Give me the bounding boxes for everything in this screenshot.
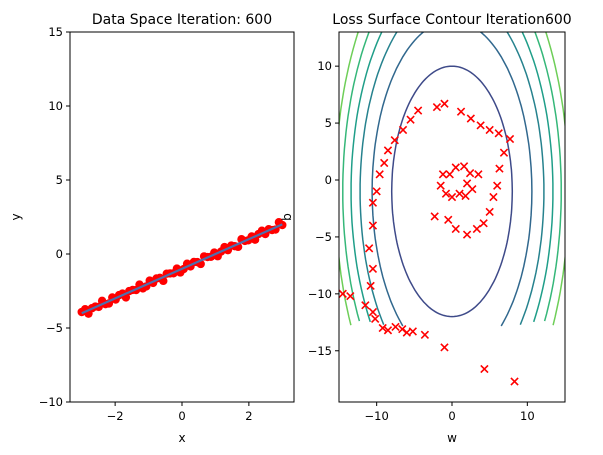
trajectory-marker [451, 224, 460, 234]
trajectory-marker [489, 192, 498, 202]
contour-level-2 [359, 32, 545, 325]
trajectory-marker [380, 158, 389, 168]
left-ytick-label: −10 [39, 395, 63, 409]
trajectory-marker [493, 181, 502, 190]
left-axes-frame [69, 31, 295, 403]
trajectory-marker [465, 169, 475, 178]
trajectory-marker [383, 326, 393, 335]
trajectory-marker [440, 99, 449, 108]
trajectory-marker [368, 221, 378, 230]
trajectory-marker [368, 264, 378, 273]
left-ticks: −2 0 2 −10 −5 0 5 10 15 [39, 25, 253, 423]
trajectory-marker [339, 289, 347, 299]
trajectory-marker [398, 324, 407, 334]
left-ytick-label: 5 [56, 173, 63, 187]
trajectory-marker [370, 314, 380, 324]
trajectory-marker [472, 224, 482, 234]
trajectory-marker [468, 184, 477, 194]
trajectory-marker [406, 115, 415, 124]
right-ytick-label: 5 [325, 116, 332, 130]
loss-contour-plot: Loss Surface Contour Iteration600 −10 0 10… [280, 12, 572, 445]
left-ytick-label: −5 [46, 321, 63, 335]
trajectory-marker [444, 215, 453, 225]
left-xtick-label: 2 [245, 409, 252, 423]
trajectory-marker [474, 170, 483, 179]
trajectory-marker [461, 191, 470, 201]
right-ytick-label: −15 [308, 344, 332, 358]
trajectory-marker [445, 170, 454, 179]
trajectory-marker [408, 327, 417, 336]
left-xlabel: x [178, 431, 185, 445]
right-axes-frame [338, 31, 566, 403]
contour-level-0 [390, 65, 514, 318]
right-content [339, 32, 565, 386]
trajectory-marker [390, 135, 399, 145]
trajectory-marker [466, 114, 475, 123]
trajectory-marker [479, 219, 488, 228]
trajectory-marker [368, 198, 378, 207]
right-xtick-label: −10 [365, 409, 389, 423]
trajectory-marker [462, 230, 472, 239]
right-ytick-label: 0 [325, 173, 332, 187]
trajectory-marker [440, 343, 449, 352]
trajectory-marker [413, 106, 423, 115]
trajectory-marker [485, 207, 494, 217]
right-ytick-label: −10 [308, 287, 332, 301]
trajectory-marker [436, 181, 445, 190]
trajectory-marker [346, 291, 355, 301]
contour-level-4 [342, 32, 562, 322]
trajectory-marker [505, 134, 515, 144]
left-ytick-label: 15 [48, 25, 63, 39]
trajectory-marker [364, 244, 374, 253]
right-ylabel: b [280, 213, 294, 221]
right-xtick-label: 10 [520, 409, 535, 423]
left-ytick-label: 0 [56, 247, 63, 261]
trajectory-marker [375, 170, 384, 179]
trajectory-marker [372, 187, 381, 196]
trajectory-marker [476, 121, 485, 130]
left-xtick-label: 0 [178, 409, 185, 423]
right-ytick-label: 10 [317, 59, 332, 73]
contour-level-5 [339, 32, 565, 326]
trajectory-marker [459, 162, 469, 171]
fit-line [81, 223, 283, 315]
left-content [77, 218, 287, 318]
left-xtick-label: −2 [107, 409, 124, 423]
right-title: Loss Surface Contour Iteration600 [332, 12, 571, 28]
trajectory-marker [438, 170, 448, 179]
trajectory-marker [378, 323, 387, 333]
trajectory-marker [383, 146, 393, 155]
trajectory-marker [456, 107, 466, 116]
trajectory-marker [499, 148, 509, 157]
right-ytick-label: −5 [315, 230, 332, 244]
trajectory-marker [447, 192, 457, 202]
data-space-plot: Data Space Iteration: 600 −2 0 2 −10 −5 0 5 10 1… [9, 12, 295, 445]
trajectory-marker [441, 189, 451, 198]
trajectory-marker [494, 129, 503, 138]
trajectory-marker [420, 330, 430, 339]
trajectory-marker [398, 125, 408, 135]
trajectory-marker [455, 189, 464, 198]
trajectory-marker [361, 301, 370, 310]
trajectory-marker [510, 377, 519, 386]
left-ylabel: y [9, 213, 23, 220]
trajectory-marker [391, 322, 400, 332]
trajectory-marker [480, 364, 489, 374]
trajectory-marker [430, 212, 439, 221]
trajectory-marker [432, 102, 442, 112]
trajectory-marker [495, 164, 504, 173]
trajectory-marker [366, 281, 375, 291]
right-ticks: −10 0 10 −15 −10 −5 0 5 10 [308, 59, 535, 423]
left-title: Data Space Iteration: 600 [92, 12, 272, 28]
trajectory-marker [485, 125, 494, 135]
contour-level-1 [371, 32, 533, 327]
trajectory-marker [451, 163, 460, 172]
right-xlabel: w [447, 431, 457, 445]
left-ytick-label: 10 [48, 99, 63, 113]
right-xtick-label: 0 [448, 409, 455, 423]
trajectory-marker [368, 307, 378, 317]
contour-level-3 [350, 32, 554, 323]
